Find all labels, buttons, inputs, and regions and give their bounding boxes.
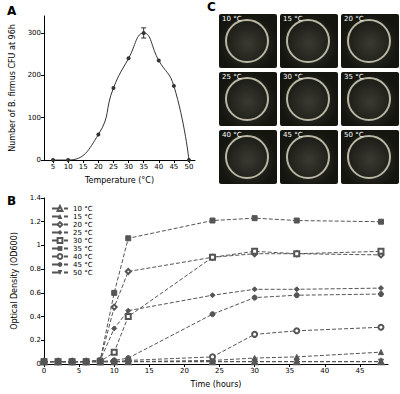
html-text:35 °C: 35 °C [344,73,364,81]
svg-text:1.2: 1.2 [30,218,41,226]
svg-text:45: 45 [169,163,178,171]
svg-text:0: 0 [37,156,41,164]
svg-text:20: 20 [180,367,189,375]
svg-text:45: 45 [355,367,364,375]
svg-text:Number of B. firmus CFU at 96h: Number of B. firmus CFU at 96h [8,24,17,152]
svg-text:200: 200 [28,71,41,79]
svg-text:15: 15 [145,367,154,375]
svg-text:25: 25 [109,163,118,171]
svg-text:B: B [7,194,16,208]
html-text:20 °C: 20 °C [344,15,364,23]
svg-text:0.8: 0.8 [30,265,41,273]
svg-text:Time (hours): Time (hours) [190,380,242,389]
svg-text:10 °C: 10 °C [73,205,93,213]
svg-text:20 °C: 20 °C [73,221,93,229]
svg-text:1: 1 [37,241,41,249]
svg-text:0.4: 0.4 [30,313,42,321]
svg-text:10: 10 [64,163,73,171]
svg-text:5: 5 [51,163,55,171]
html-text:30 °C: 30 °C [283,73,303,81]
svg-text:50 °C: 50 °C [73,269,93,277]
svg-text:10: 10 [110,367,119,375]
html-text:15 °C: 15 °C [283,15,303,23]
html-text:10 °C: 10 °C [222,15,242,23]
svg-text:5: 5 [77,367,81,375]
svg-text:0: 0 [42,367,46,375]
html-text:45 °C: 45 °C [283,131,303,139]
svg-text:30: 30 [250,367,259,375]
svg-text:50: 50 [184,163,193,171]
svg-text:0: 0 [37,360,41,368]
svg-text:35 °C: 35 °C [73,245,93,253]
svg-text:0.2: 0.2 [30,336,41,344]
svg-text:20: 20 [94,163,103,171]
svg-text:25: 25 [215,367,224,375]
svg-text:1.4: 1.4 [30,194,42,202]
svg-text:30: 30 [124,163,133,171]
svg-text:40 °C: 40 °C [73,253,93,261]
svg-text:0.6: 0.6 [30,289,42,297]
svg-text:35: 35 [285,367,294,375]
html-text:C: C [207,0,216,14]
html-text:25 °C: 25 °C [222,73,242,81]
svg-text:40: 40 [154,163,163,171]
svg-text:30 °C: 30 °C [73,237,93,245]
svg-text:15: 15 [79,163,88,171]
html-text:40 °C: 40 °C [222,131,242,139]
svg-text:45 °C: 45 °C [73,261,93,269]
svg-text:25 °C: 25 °C [73,229,93,237]
svg-text:300: 300 [28,29,41,37]
svg-text:A: A [7,4,17,18]
svg-text:35: 35 [139,163,148,171]
svg-text:100: 100 [28,114,41,122]
html-text:50 °C: 50 °C [344,131,364,139]
svg-text:Temperature (°C): Temperature (°C) [84,176,154,185]
svg-text:40: 40 [320,367,329,375]
svg-text:Optical Density (OD600): Optical Density (OD600) [10,232,19,330]
svg-text:15 °C: 15 °C [73,213,93,221]
